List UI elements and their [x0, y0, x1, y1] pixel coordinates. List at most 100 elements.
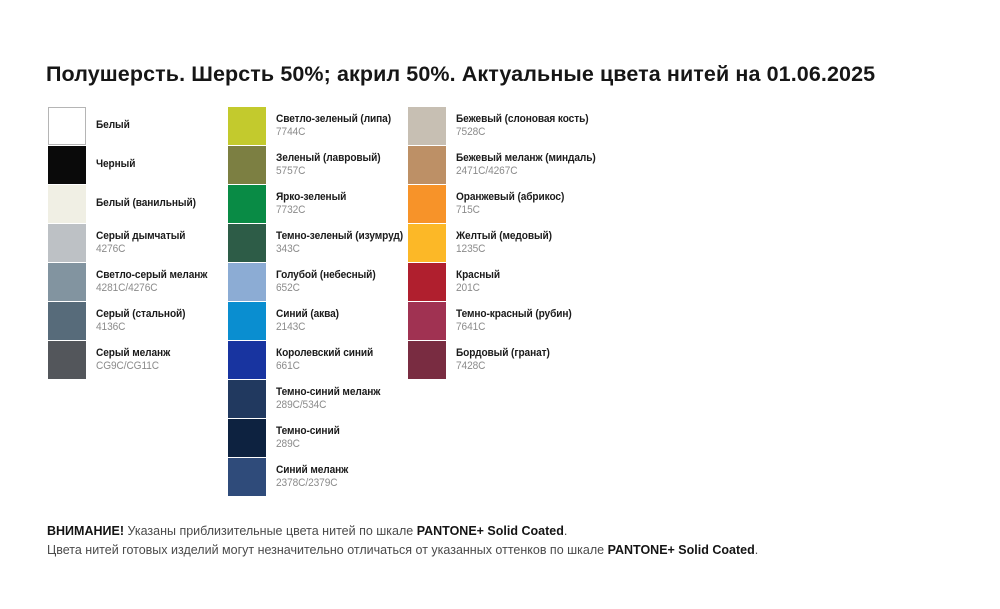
pantone-code: 7528C [456, 126, 486, 138]
swatch-column-2: Светло-зеленый (липа) 7744C Зеленый (лавро… [228, 107, 408, 497]
color-swatch [48, 341, 86, 379]
color-row: Светло-зеленый (липа) 7744C [228, 107, 408, 145]
color-name: Серый меланж [96, 346, 171, 359]
color-label: Бежевый (слоновая кость) 7528C [456, 112, 589, 140]
color-row: Темно-зеленый (изумруд) 343C [228, 224, 408, 262]
color-name: Синий меланж [276, 463, 349, 476]
color-row: Серый дымчатый 4276C [48, 224, 228, 262]
pantone-code: 661C [276, 360, 300, 372]
swatch-grid: Белый Черный Белый (ванильный) Серый дымчат… [48, 107, 596, 497]
color-row: Голубой (небесный) 652C [228, 263, 408, 301]
color-label: Синий меланж 2378C/2379C [276, 464, 348, 491]
color-label: Серый (стальной) 4136C [96, 308, 186, 335]
page-title: Полушерсть. Шерсть 50%; акрил 50%. Актуа… [46, 62, 876, 87]
color-name: Темно-красный (рубин) [456, 307, 572, 320]
pantone-scale-label: PANTONE+ Solid Coated [607, 543, 755, 557]
color-label: Синий (аква) 2143C [276, 308, 339, 335]
color-row: Желтый (медовый) 1235C [408, 224, 588, 262]
color-name: Серый дымчатый [96, 229, 186, 242]
color-label: Желтый (медовый) 1235C [456, 230, 552, 257]
swatch-column-3: Бежевый (слоновая кость) 7528C Бежевый мел… [408, 107, 596, 497]
color-name: Голубой (небесный) [276, 268, 376, 281]
color-label: Светло-зеленый (липа) 7744C [276, 113, 391, 140]
attention-label: ВНИМАНИЕ! [47, 524, 124, 538]
color-label: Черный [96, 158, 135, 172]
color-label: Бежевый меланж (миндаль) 2471C/4267C [456, 152, 596, 179]
color-label: Зеленый (лавровый) 5757C [276, 151, 381, 179]
color-row: Бордовый (гранат) 7428C [408, 341, 588, 379]
pantone-code: 2378C/2379C [276, 477, 338, 489]
color-name: Синий (аква) [276, 307, 339, 320]
pantone-code: 289C [276, 438, 300, 450]
color-swatch [408, 107, 446, 145]
color-swatch [228, 224, 266, 262]
color-name: Зеленый (лавровый) [276, 151, 381, 164]
pantone-scale-label: PANTONE+ Solid Coated [416, 524, 564, 538]
pantone-code: 2471C/4267C [456, 165, 518, 177]
color-swatch [48, 185, 86, 223]
color-label: Серый меланж CG9C/CG11C [96, 347, 170, 374]
color-swatch [228, 341, 266, 379]
pantone-code: 2143C [276, 321, 306, 333]
pantone-code: 289C/534C [276, 399, 327, 411]
footnote: ВНИМАНИЕ! Указаны приблизительные цвета … [47, 522, 758, 560]
pantone-code: 201C [456, 282, 480, 294]
color-name: Темно-синий [276, 424, 340, 437]
color-name: Бежевый (слоновая кость) [456, 112, 589, 125]
color-label: Оранжевый (абрикос) 715C [456, 191, 564, 218]
color-swatch [228, 263, 266, 301]
color-row: Красный 201C [408, 263, 588, 301]
color-swatch [408, 146, 446, 184]
pantone-code: 4136C [96, 321, 126, 333]
color-label: Темно-зеленый (изумруд) 343C [276, 230, 403, 257]
color-name: Королевский синий [276, 346, 374, 359]
color-row: Синий (аква) 2143C [228, 302, 408, 340]
color-name: Бордовый (гранат) [456, 346, 550, 359]
color-name: Бежевый меланж (миндаль) [456, 151, 596, 164]
color-label: Серый дымчатый 4276C [96, 230, 185, 257]
color-label: Королевский синий 661C [276, 347, 373, 374]
color-name: Красный [456, 268, 500, 281]
pantone-code: 1235C [456, 243, 486, 255]
color-name: Светло-серый меланж [96, 268, 208, 281]
pantone-code: 7428C [456, 360, 486, 372]
color-swatch [408, 302, 446, 340]
color-row: Черный [48, 146, 228, 184]
color-name: Белый [96, 119, 130, 132]
color-swatch [48, 107, 86, 145]
color-name: Белый (ванильный) [96, 197, 196, 210]
color-name: Темно-синий меланж [276, 385, 381, 398]
color-row: Темно-синий меланж 289C/534C [228, 380, 408, 418]
footnote-line-1: ВНИМАНИЕ! Указаны приблизительные цвета … [47, 524, 568, 538]
color-row: Светло-серый меланж 4281C/4276C [48, 263, 228, 301]
color-label: Ярко-зеленый 7732C [276, 191, 346, 218]
color-row: Ярко-зеленый 7732C [228, 185, 408, 223]
color-row: Королевский синий 661C [228, 341, 408, 379]
swatch-column-1: Белый Черный Белый (ванильный) Серый дымчат… [48, 107, 228, 497]
color-swatch [408, 341, 446, 379]
color-swatch [408, 185, 446, 223]
color-row: Бежевый (слоновая кость) 7528C [408, 107, 589, 145]
pantone-code: 7641C [456, 321, 486, 333]
color-row: Зеленый (лавровый) 5757C [228, 146, 408, 184]
footnote-line-2: Цвета нитей готовых изделий могут незнач… [47, 543, 759, 557]
color-row: Белый (ванильный) [48, 185, 228, 223]
color-swatch [228, 458, 266, 496]
color-name: Темно-зеленый (изумруд) [276, 229, 404, 242]
color-label: Красный 201C [456, 269, 500, 296]
color-swatch [48, 146, 86, 184]
color-name: Оранжевый (абрикос) [456, 190, 565, 203]
color-row: Белый [48, 107, 228, 145]
color-swatch [228, 380, 266, 418]
color-row: Серый меланж CG9C/CG11C [48, 341, 228, 379]
color-swatch [228, 419, 266, 457]
color-swatch [228, 302, 266, 340]
color-name: Желтый (медовый) [456, 229, 552, 242]
pantone-code: CG9C/CG11C [96, 360, 160, 372]
color-name: Ярко-зеленый [276, 190, 347, 203]
pantone-code: 5757C [276, 165, 306, 177]
color-name: Черный [96, 158, 136, 171]
pantone-code: 7744C [276, 126, 306, 138]
pantone-code: 4276C [96, 243, 126, 255]
color-swatch [48, 224, 86, 262]
